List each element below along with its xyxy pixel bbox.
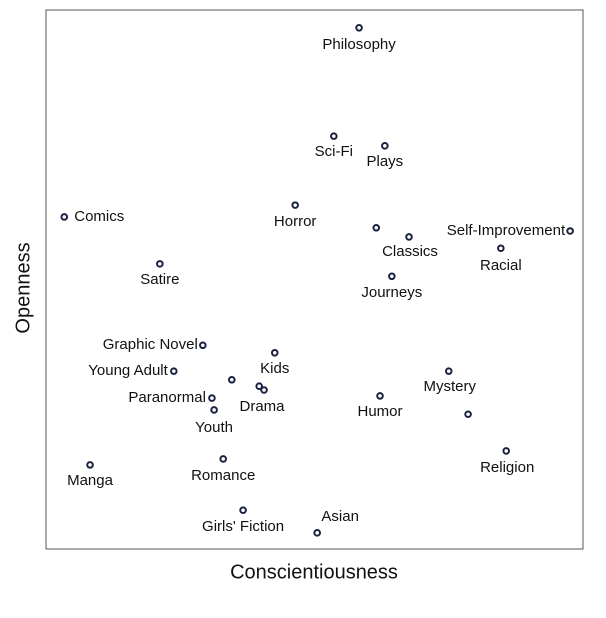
point-label: Graphic Novel	[103, 336, 198, 353]
point	[260, 386, 268, 394]
point-label: Asian	[321, 508, 359, 525]
point-label: Young Adult	[88, 362, 168, 379]
point-label: Journeys	[361, 284, 422, 301]
point-label: Youth	[195, 419, 233, 436]
point	[376, 392, 384, 400]
point	[210, 406, 218, 414]
point	[313, 529, 321, 537]
point	[388, 272, 396, 281]
point-label: Classics	[382, 243, 438, 260]
point	[381, 142, 389, 150]
plot-frame	[45, 9, 584, 550]
point	[566, 227, 574, 235]
point-label: Philosophy	[322, 36, 396, 53]
point	[270, 349, 279, 357]
point	[208, 394, 216, 402]
point	[405, 233, 413, 241]
point-label: Paranormal	[128, 389, 206, 406]
point	[355, 23, 363, 32]
point	[502, 447, 511, 455]
point	[330, 132, 338, 140]
point	[170, 367, 178, 375]
point	[291, 201, 299, 209]
point-label: Plays	[367, 153, 404, 170]
point-label: Drama	[240, 398, 286, 415]
point-label: Girls' Fiction	[202, 518, 284, 535]
point	[156, 260, 164, 268]
point-label: Romance	[191, 467, 255, 484]
point-label: Satire	[140, 271, 179, 288]
y-axis-title: Openness	[12, 242, 34, 333]
point	[444, 367, 453, 375]
point-label: Racial	[480, 257, 522, 274]
point-label: Sci-Fi	[315, 143, 353, 160]
point	[60, 213, 69, 221]
point-label: Self-Improvement	[447, 222, 566, 239]
point	[239, 506, 247, 514]
point	[497, 244, 505, 253]
point-label: Religion	[480, 459, 534, 476]
point	[86, 461, 94, 469]
x-axis-title: Conscientiousness	[230, 561, 398, 583]
point	[199, 341, 207, 350]
point	[464, 410, 472, 419]
point	[219, 455, 228, 463]
point	[228, 375, 236, 384]
point	[372, 223, 381, 232]
point	[255, 382, 263, 391]
point-label: Humor	[358, 403, 403, 420]
point-label: Horror	[274, 213, 317, 230]
point-label: Kids	[260, 360, 289, 377]
point-label: Mystery	[424, 378, 477, 395]
point-label: Manga	[67, 472, 114, 489]
point-label: Comics	[74, 208, 124, 225]
